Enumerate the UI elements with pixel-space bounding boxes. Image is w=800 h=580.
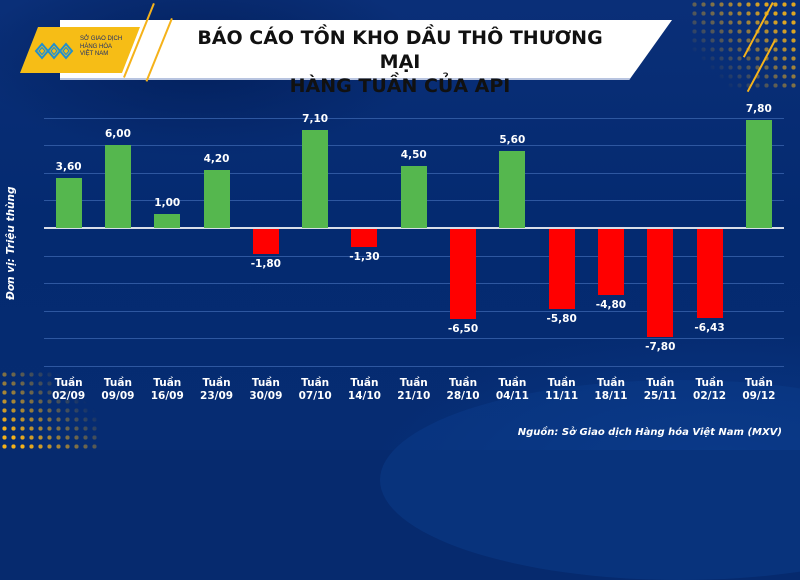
bar-value-label: -5,80 [546, 313, 577, 326]
x-tick-week: Tuần [54, 377, 83, 389]
x-tick-date: 09/09 [101, 390, 135, 402]
bar [499, 150, 526, 228]
x-tick-week: Tuần [744, 377, 773, 389]
bar [696, 229, 723, 318]
gridline [44, 338, 784, 340]
decorative-dots-bottom-left [0, 370, 100, 450]
gridline [44, 255, 784, 257]
x-tick-week: Tuần [498, 377, 527, 389]
x-tick-label: Tuần 04/11 [487, 377, 537, 403]
x-tick-week: Tuần [202, 377, 231, 389]
x-tick-label: Tuần 25/11 [635, 377, 685, 403]
x-tick-label: Tuần 14/10 [339, 377, 389, 403]
gridline [44, 117, 784, 119]
bar [647, 229, 674, 337]
x-tick-date: 28/10 [446, 390, 480, 402]
logo-line-1: SỞ GIAO DỊCH [80, 36, 123, 42]
gridline [44, 145, 784, 147]
bar-value-label: 1,00 [154, 197, 181, 210]
bar-value-label: 7,10 [302, 113, 329, 126]
logo-icon [34, 42, 74, 60]
title-banner [60, 20, 672, 80]
x-tick-label: Tuần 02/12 [685, 377, 735, 403]
x-tick-week: Tuần [251, 377, 280, 389]
x-tick-label: Tuần 21/10 [389, 377, 439, 403]
x-tick-date: 30/09 [249, 390, 283, 402]
x-tick-label: Tuần 16/09 [142, 377, 192, 403]
gridline [44, 283, 784, 285]
bar-value-label: 4,50 [400, 148, 427, 161]
chart-title: BÁO CÁO TỒN KHO DẦU THÔ THƯƠNG MẠI HÀNG … [180, 26, 620, 98]
zero-axis-line [44, 227, 784, 229]
x-tick-label: Tuần 18/11 [586, 377, 636, 403]
bar [597, 229, 624, 296]
x-tick-label: Tuần 09/09 [93, 377, 143, 403]
bar [104, 145, 131, 228]
x-tick-week: Tuần [547, 377, 576, 389]
x-tick-label: Tuần 28/10 [438, 377, 488, 403]
x-tick-week: Tuần [103, 377, 132, 389]
bar [203, 170, 230, 228]
x-tick-week: Tuần [646, 377, 675, 389]
x-tick-week: Tuần [350, 377, 379, 389]
x-tick-date: 21/10 [397, 390, 431, 402]
logo-text: SỞ GIAO DỊCH HÀNG HÓA VIỆT NAM [80, 36, 122, 59]
y-axis-label: Đơn vị: Triệu thùng [5, 186, 17, 300]
logo-line-3: VIỆT NAM [80, 51, 109, 57]
x-tick-week: Tuần [695, 377, 724, 389]
bar-value-label: 4,20 [203, 153, 230, 166]
bar-value-label: 6,00 [104, 128, 131, 141]
bar-value-label: -6,43 [694, 321, 725, 334]
x-tick-week: Tuần [449, 377, 478, 389]
x-tick-week: Tuần [153, 377, 182, 389]
title-line-2: HÀNG TUẦN CỦA API [289, 75, 511, 97]
x-tick-label: Tuần 07/10 [290, 377, 340, 403]
x-tick-label: Tuần 23/09 [192, 377, 242, 403]
bar-value-label: -4,80 [595, 299, 627, 312]
bar [400, 165, 427, 228]
x-tick-date: 02/12 [693, 390, 727, 402]
x-tick-label: Tuần 02/09 [44, 377, 94, 403]
x-tick-label: Tuần 11/11 [537, 377, 587, 403]
title-line-1: BÁO CÁO TỒN KHO DẦU THÔ THƯƠNG MẠI [197, 27, 603, 73]
x-tick-date: 25/11 [643, 390, 677, 402]
bar-value-label: -1,30 [349, 250, 380, 263]
bar-value-label: -6,50 [447, 322, 479, 335]
logo-line-2: HÀNG HÓA [80, 43, 113, 50]
x-tick-week: Tuần [301, 377, 330, 389]
bar-value-label: 3,60 [55, 161, 82, 174]
bar [55, 178, 82, 228]
bar [745, 120, 772, 228]
bar [252, 229, 279, 254]
bar-value-label: -1,80 [250, 257, 281, 270]
source-note: Nguồn: Sở Giao dịch Hàng hóa Việt Nam (M… [517, 427, 782, 438]
x-tick-week: Tuần [596, 377, 625, 389]
gridline [44, 366, 784, 367]
bar [302, 130, 329, 228]
decorative-dots-top-right [690, 0, 800, 90]
x-tick-date: 07/10 [298, 390, 332, 402]
bar-value-label: -7,80 [645, 340, 676, 353]
bar [548, 229, 575, 310]
x-tick-date: 11/11 [545, 390, 579, 402]
x-tick-date: 02/09 [52, 390, 86, 402]
bar-value-label: 5,60 [499, 133, 526, 146]
x-tick-date: 09/12 [742, 390, 776, 402]
bar-value-label: 7,80 [745, 103, 772, 116]
x-tick-date: 04/11 [495, 390, 529, 402]
x-tick-date: 14/10 [347, 390, 381, 402]
x-tick-date: 23/09 [200, 390, 234, 402]
x-tick-date: 16/09 [150, 390, 184, 402]
x-tick-label: Tuần 30/09 [241, 377, 291, 403]
bar [450, 229, 477, 319]
gridline [44, 310, 784, 312]
x-tick-label: Tuần 09/12 [734, 377, 784, 403]
x-tick-date: 18/11 [594, 390, 628, 402]
x-tick-week: Tuần [399, 377, 428, 389]
bar [154, 214, 181, 228]
bar [351, 229, 378, 247]
